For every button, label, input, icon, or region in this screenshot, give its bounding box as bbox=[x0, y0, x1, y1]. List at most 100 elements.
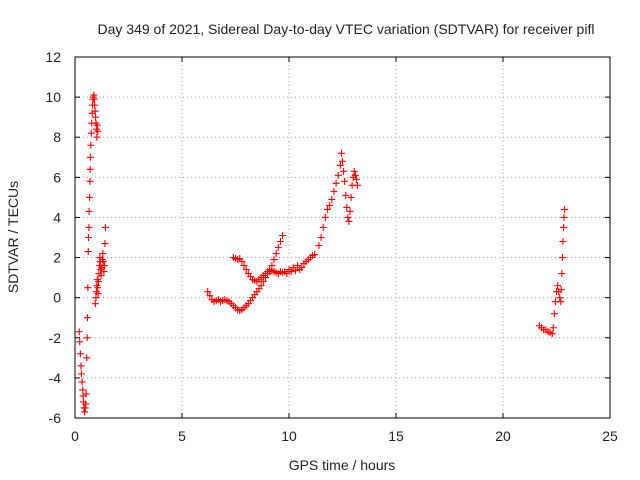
series-arc-1 bbox=[75, 91, 102, 416]
data-point bbox=[76, 338, 84, 346]
data-point bbox=[270, 256, 278, 264]
data-point bbox=[82, 390, 90, 398]
x-tick-label: 0 bbox=[71, 428, 79, 444]
data-point bbox=[340, 167, 348, 175]
data-point bbox=[561, 205, 569, 213]
data-point bbox=[90, 95, 98, 103]
data-point bbox=[83, 354, 91, 362]
data-point bbox=[238, 258, 246, 266]
data-point bbox=[557, 286, 565, 294]
data-point bbox=[77, 362, 85, 370]
series-arc-5 bbox=[315, 149, 361, 250]
data-point bbox=[78, 378, 86, 386]
chart-title: Day 349 of 2021, Sidereal Day-to-day VTE… bbox=[98, 21, 595, 37]
y-tick-label: 4 bbox=[53, 209, 61, 225]
data-point bbox=[85, 207, 93, 215]
data-point bbox=[319, 223, 327, 231]
data-point bbox=[324, 205, 332, 213]
data-point bbox=[321, 213, 329, 221]
data-point bbox=[81, 408, 89, 416]
data-point bbox=[548, 330, 556, 338]
data-point bbox=[100, 268, 108, 276]
data-point bbox=[85, 223, 93, 231]
data-point bbox=[240, 262, 248, 270]
data-point bbox=[353, 181, 361, 189]
data-point bbox=[274, 244, 282, 252]
data-point bbox=[560, 213, 568, 221]
data-point bbox=[82, 400, 90, 408]
y-tick-label: -2 bbox=[49, 330, 62, 346]
y-tick-label: 10 bbox=[45, 89, 61, 105]
plot-frame bbox=[74, 56, 611, 419]
data-point bbox=[101, 262, 109, 270]
data-point bbox=[87, 129, 95, 137]
y-axis-label: SDTVAR / TECUs bbox=[5, 181, 21, 293]
data-point bbox=[276, 238, 284, 246]
data-point bbox=[352, 175, 360, 183]
y-tick-label: 2 bbox=[53, 250, 61, 266]
data-point bbox=[351, 171, 359, 179]
data-point bbox=[350, 167, 358, 175]
x-tick-label: 15 bbox=[388, 428, 404, 444]
x-tick-label: 5 bbox=[178, 428, 186, 444]
data-point bbox=[345, 217, 353, 225]
x-tick-label: 20 bbox=[495, 428, 511, 444]
y-tick-labels: -6 -4 -2 0 2 4 6 8 10 12 bbox=[45, 49, 61, 426]
data-point bbox=[95, 278, 103, 286]
data-point bbox=[343, 203, 351, 211]
data-point bbox=[558, 270, 566, 278]
x-axis-label: GPS time / hours bbox=[289, 457, 396, 473]
data-point bbox=[332, 179, 340, 187]
data-point bbox=[298, 264, 306, 272]
data-point bbox=[287, 268, 295, 276]
data-point bbox=[91, 101, 99, 109]
data-point bbox=[97, 272, 105, 280]
data-point bbox=[291, 267, 299, 275]
data-point bbox=[315, 242, 323, 250]
data-point bbox=[101, 240, 109, 248]
series-arc-6 bbox=[535, 205, 569, 338]
y-tick-label: 8 bbox=[53, 129, 61, 145]
data-point bbox=[92, 113, 100, 121]
data-point bbox=[242, 266, 250, 274]
data-point bbox=[344, 213, 352, 221]
data-point bbox=[94, 127, 102, 135]
data-point bbox=[560, 223, 568, 231]
data-point bbox=[86, 165, 94, 173]
data-point bbox=[257, 282, 265, 290]
x-tick-label: 10 bbox=[281, 428, 297, 444]
data-point bbox=[330, 187, 338, 195]
data-point bbox=[94, 284, 102, 292]
data-point bbox=[83, 334, 91, 342]
y-tick-label: -4 bbox=[49, 370, 62, 386]
data-point bbox=[311, 251, 319, 259]
data-point bbox=[283, 270, 291, 278]
data-point bbox=[99, 258, 107, 266]
data-point bbox=[557, 298, 565, 306]
data-point bbox=[87, 141, 95, 149]
data-point bbox=[94, 290, 102, 298]
series-arc-3 bbox=[204, 231, 287, 315]
data-point bbox=[86, 193, 94, 201]
data-point bbox=[76, 350, 84, 358]
data-point bbox=[558, 254, 566, 262]
data-point bbox=[75, 328, 83, 336]
data-points bbox=[75, 91, 569, 416]
data-point bbox=[101, 223, 109, 231]
data-point bbox=[328, 195, 336, 203]
data-point bbox=[272, 250, 280, 258]
data-point bbox=[206, 292, 214, 300]
data-point bbox=[549, 324, 557, 332]
data-point bbox=[92, 294, 100, 302]
data-point bbox=[204, 288, 212, 296]
data-point bbox=[334, 171, 342, 179]
data-point bbox=[347, 193, 355, 201]
data-point bbox=[559, 238, 567, 246]
data-point bbox=[84, 234, 92, 241]
data-point bbox=[339, 157, 346, 165]
data-point bbox=[341, 177, 349, 185]
data-point bbox=[556, 294, 564, 302]
data-point bbox=[336, 161, 344, 169]
data-point bbox=[326, 201, 334, 209]
